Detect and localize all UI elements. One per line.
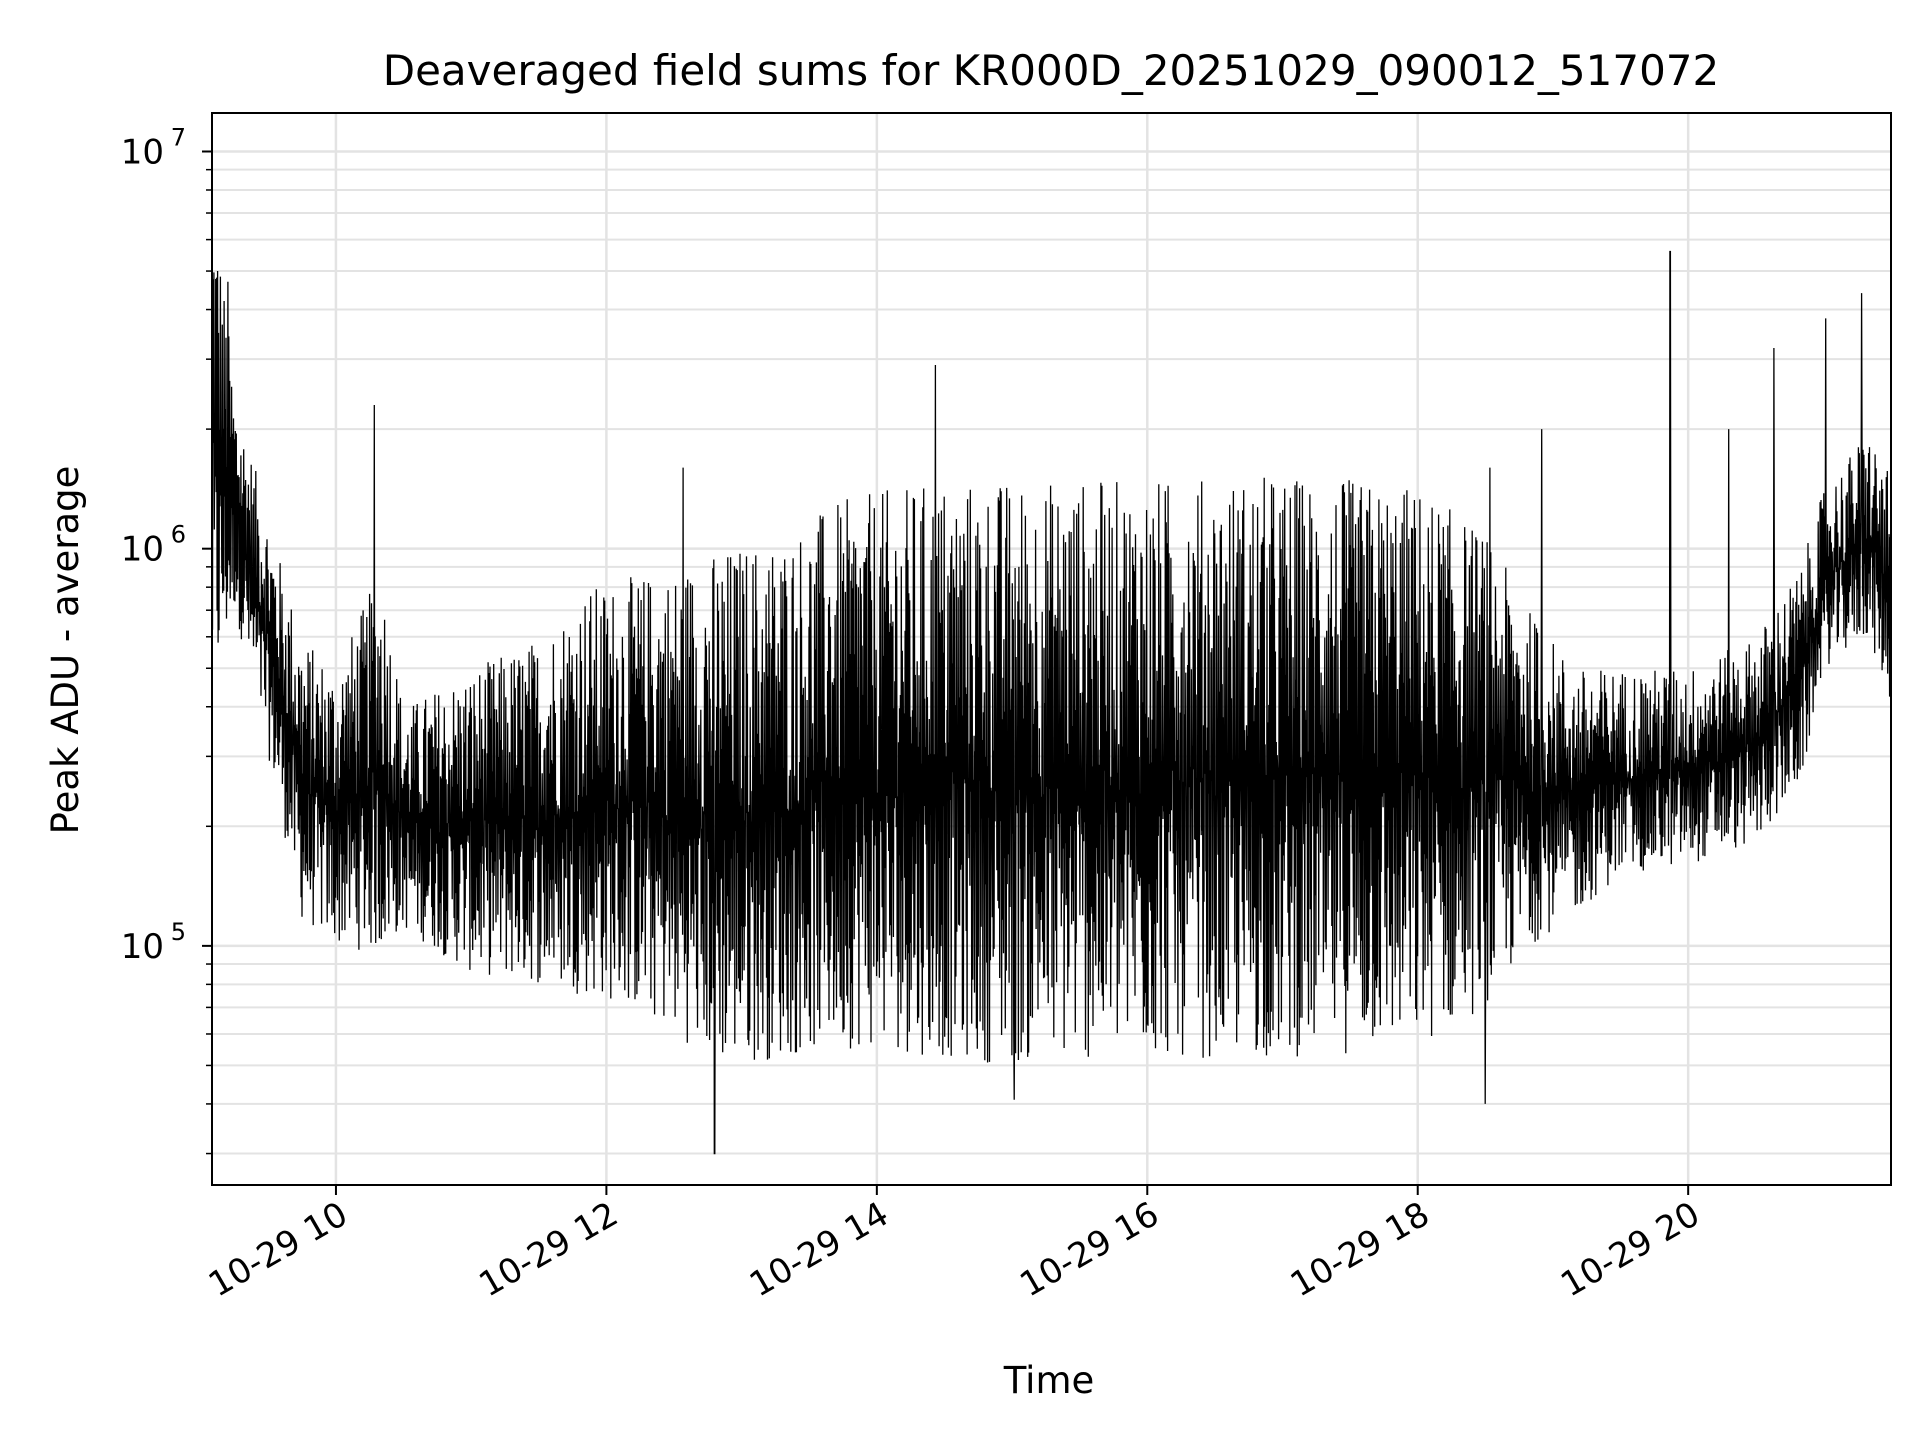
y-tick-label: 10 bbox=[121, 927, 164, 967]
series-line bbox=[212, 160, 1891, 1155]
plot-frame bbox=[211, 112, 1892, 1186]
y-tick-exponent: 5 bbox=[171, 918, 186, 946]
y-tick-exponent: 6 bbox=[171, 521, 186, 549]
x-axis-label: Time bbox=[1003, 1359, 1095, 1402]
y-tick-exponent: 7 bbox=[171, 123, 186, 151]
y-axis-label: Peak ADU - average bbox=[44, 466, 87, 835]
chart-title: Deaveraged field sums for KR000D_2025102… bbox=[383, 46, 1720, 95]
series-path bbox=[212, 160, 1891, 1155]
y-tick-label: 10 bbox=[121, 530, 164, 570]
y-tick-label: 10 bbox=[121, 132, 164, 172]
